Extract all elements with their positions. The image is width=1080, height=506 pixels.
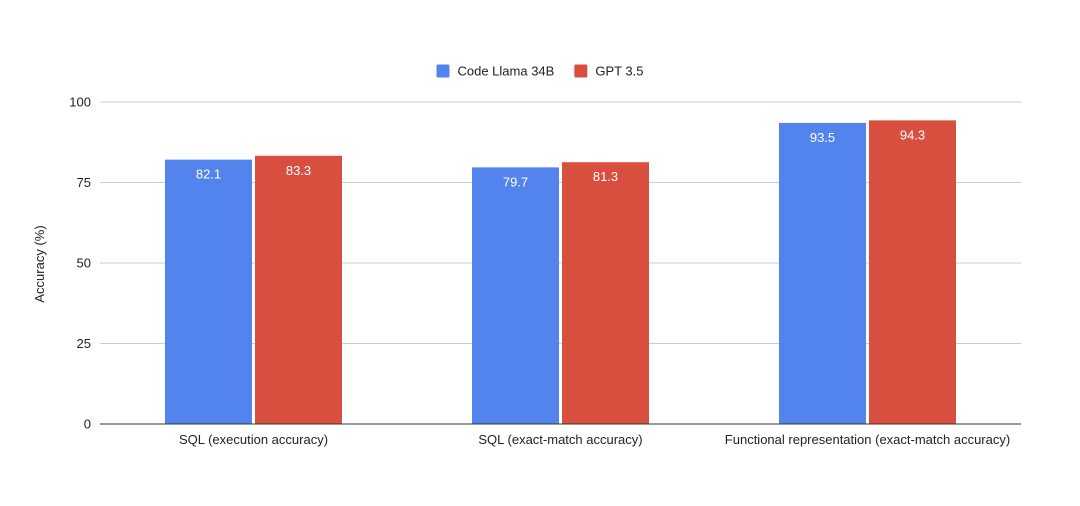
y-tick-label-25: 25 (77, 336, 91, 351)
y-tick-label-75: 75 (77, 175, 91, 190)
x-tick-label-3: Functional representation (exact-match a… (725, 432, 1010, 447)
x-tick-label-1: SQL (execution accuracy) (179, 432, 328, 447)
bar-gpt-3-5-1 (255, 155, 342, 425)
x-axis-ticks: SQL (execution accuracy) SQL (exact-match… (179, 432, 1010, 447)
legend-swatch-gpt-3-5 (574, 64, 588, 78)
legend-swatch-code-llama-34b (436, 64, 450, 78)
bar-code-llama-34b-2 (472, 167, 559, 424)
y-axis-title: Accuracy (%) (32, 225, 47, 302)
legend: Code Llama 34B GPT 3.5 (436, 64, 644, 79)
legend-label-gpt-3-5: GPT 3.5 (595, 64, 643, 79)
data-label-gpt-3-5-3: 94.3 (900, 127, 925, 142)
data-label-code-llama-34b-3: 93.5 (810, 130, 835, 145)
bars (165, 120, 956, 425)
y-tick-label-100: 100 (69, 95, 91, 110)
data-label-gpt-3-5-2: 81.3 (593, 169, 618, 184)
data-label-code-llama-34b-2: 79.7 (503, 174, 528, 189)
gridlines (100, 101, 1021, 344)
bar-code-llama-34b-3 (779, 122, 866, 425)
bar-code-llama-34b-1 (165, 159, 252, 424)
data-label-code-llama-34b-1: 82.1 (196, 167, 221, 182)
bar-gpt-3-5-3 (869, 120, 956, 424)
x-tick-label-2: SQL (exact-match accuracy) (478, 432, 642, 447)
bar-gpt-3-5-2 (562, 162, 649, 425)
y-tick-label-0: 0 (84, 417, 91, 432)
legend-label-code-llama-34b: Code Llama 34B (457, 64, 554, 79)
y-tick-label-50: 50 (77, 256, 91, 271)
data-label-gpt-3-5-1: 83.3 (286, 163, 311, 178)
y-axis-ticks: 0 25 50 75 100 (69, 95, 91, 432)
data-labels: 82.1 83.3 79.7 81.3 93.5 94.3 (196, 127, 925, 189)
